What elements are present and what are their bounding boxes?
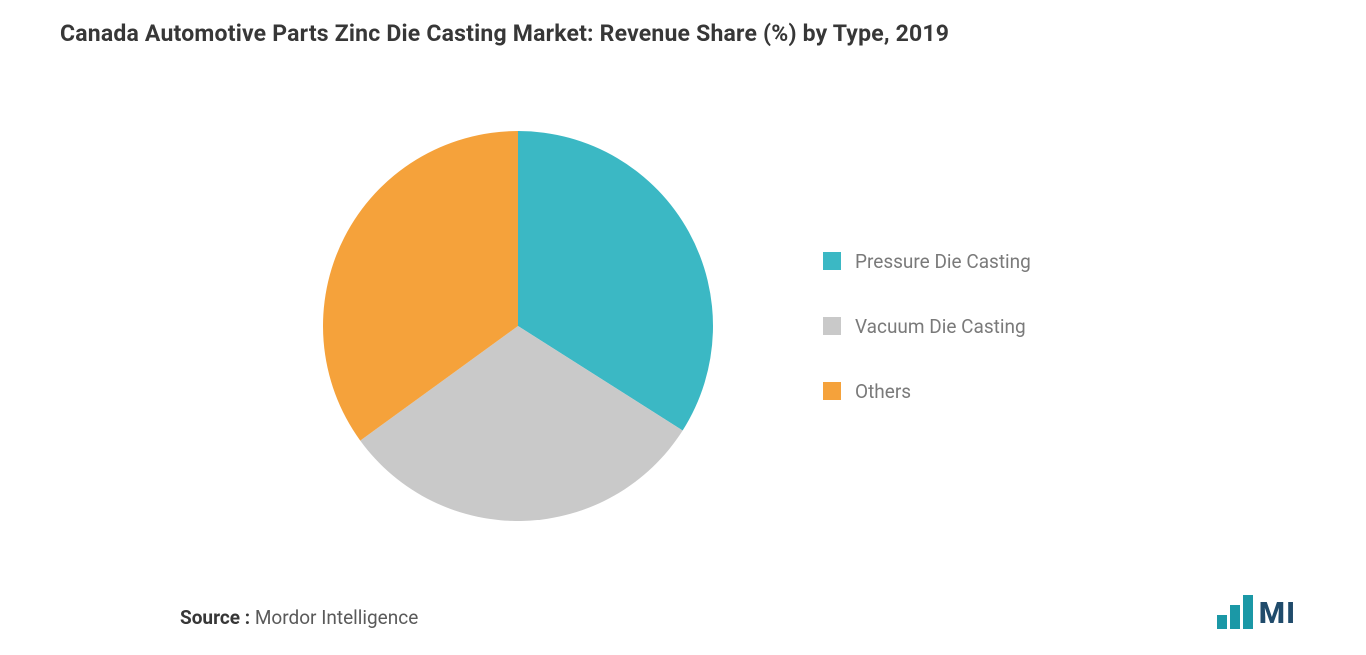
legend-item: Others	[823, 380, 1083, 403]
footer: Source : Mordor Intelligence MI	[60, 595, 1306, 635]
source-line: Source : Mordor Intelligence	[180, 606, 418, 629]
legend-swatch	[823, 317, 841, 335]
source-value: Mordor Intelligence	[255, 606, 418, 629]
pie-chart	[323, 131, 713, 521]
logo-bar	[1230, 605, 1240, 629]
legend-label: Vacuum Die Casting	[855, 315, 1026, 338]
chart-row: Pressure Die Casting Vacuum Die Casting Ot…	[60, 57, 1306, 595]
legend-label: Others	[855, 380, 911, 403]
legend-swatch	[823, 252, 841, 270]
legend-swatch	[823, 382, 841, 400]
source-label: Source :	[180, 606, 250, 629]
pie-svg	[323, 131, 713, 521]
logo-bar	[1217, 615, 1227, 629]
chart-container: Canada Automotive Parts Zinc Die Casting…	[0, 0, 1366, 655]
legend-label: Pressure Die Casting	[855, 250, 1031, 273]
chart-title: Canada Automotive Parts Zinc Die Casting…	[60, 20, 1306, 47]
legend: Pressure Die Casting Vacuum Die Casting Ot…	[823, 250, 1083, 403]
logo-text: MI	[1259, 599, 1296, 629]
legend-item: Vacuum Die Casting	[823, 315, 1083, 338]
legend-item: Pressure Die Casting	[823, 250, 1083, 273]
brand-logo: MI	[1217, 595, 1296, 629]
logo-bar	[1243, 595, 1253, 629]
logo-bars-icon	[1217, 595, 1253, 629]
